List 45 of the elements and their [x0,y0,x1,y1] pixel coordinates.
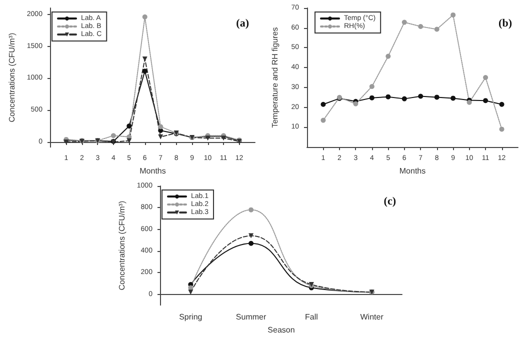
point [369,95,374,100]
point [450,12,456,18]
point [499,126,504,132]
annotation: (c) [384,196,396,208]
point [188,290,194,295]
point [110,133,116,138]
point [142,56,148,62]
y-axis-title: Concentrations (CFU/m³) [118,200,126,290]
point [158,124,164,130]
point [142,68,148,74]
x-tick-label: Winter [360,312,384,322]
x-tick-label: Summer [236,312,266,322]
x-axis-title: Season [268,326,295,334]
point [248,207,254,212]
point [320,118,326,123]
point [369,84,374,89]
x-tick-label: Spring [179,312,202,322]
point [434,26,440,32]
point [126,124,132,129]
point [248,240,254,246]
x-axis-title: Months [140,166,166,176]
x-axis-title: Months [399,166,426,176]
point [248,233,254,238]
point [450,96,456,101]
point [434,94,440,100]
point [353,101,358,106]
point [418,94,424,99]
point [418,24,424,29]
point [188,285,194,290]
point [142,14,148,20]
point [386,54,391,59]
point [499,102,504,107]
point [158,134,164,140]
point [402,20,407,25]
point [483,98,488,104]
annotation: (a) [236,18,250,30]
point [402,96,407,102]
point [483,75,488,80]
point [126,138,132,144]
point [320,102,326,107]
annotation: (b) [498,18,512,30]
y-axis-title: Concentrations (CFU/m³) [8,32,16,122]
point [386,94,391,100]
x-tick-label: Fall [304,312,318,322]
y-axis-title: Temperature and RH figures [270,27,280,128]
